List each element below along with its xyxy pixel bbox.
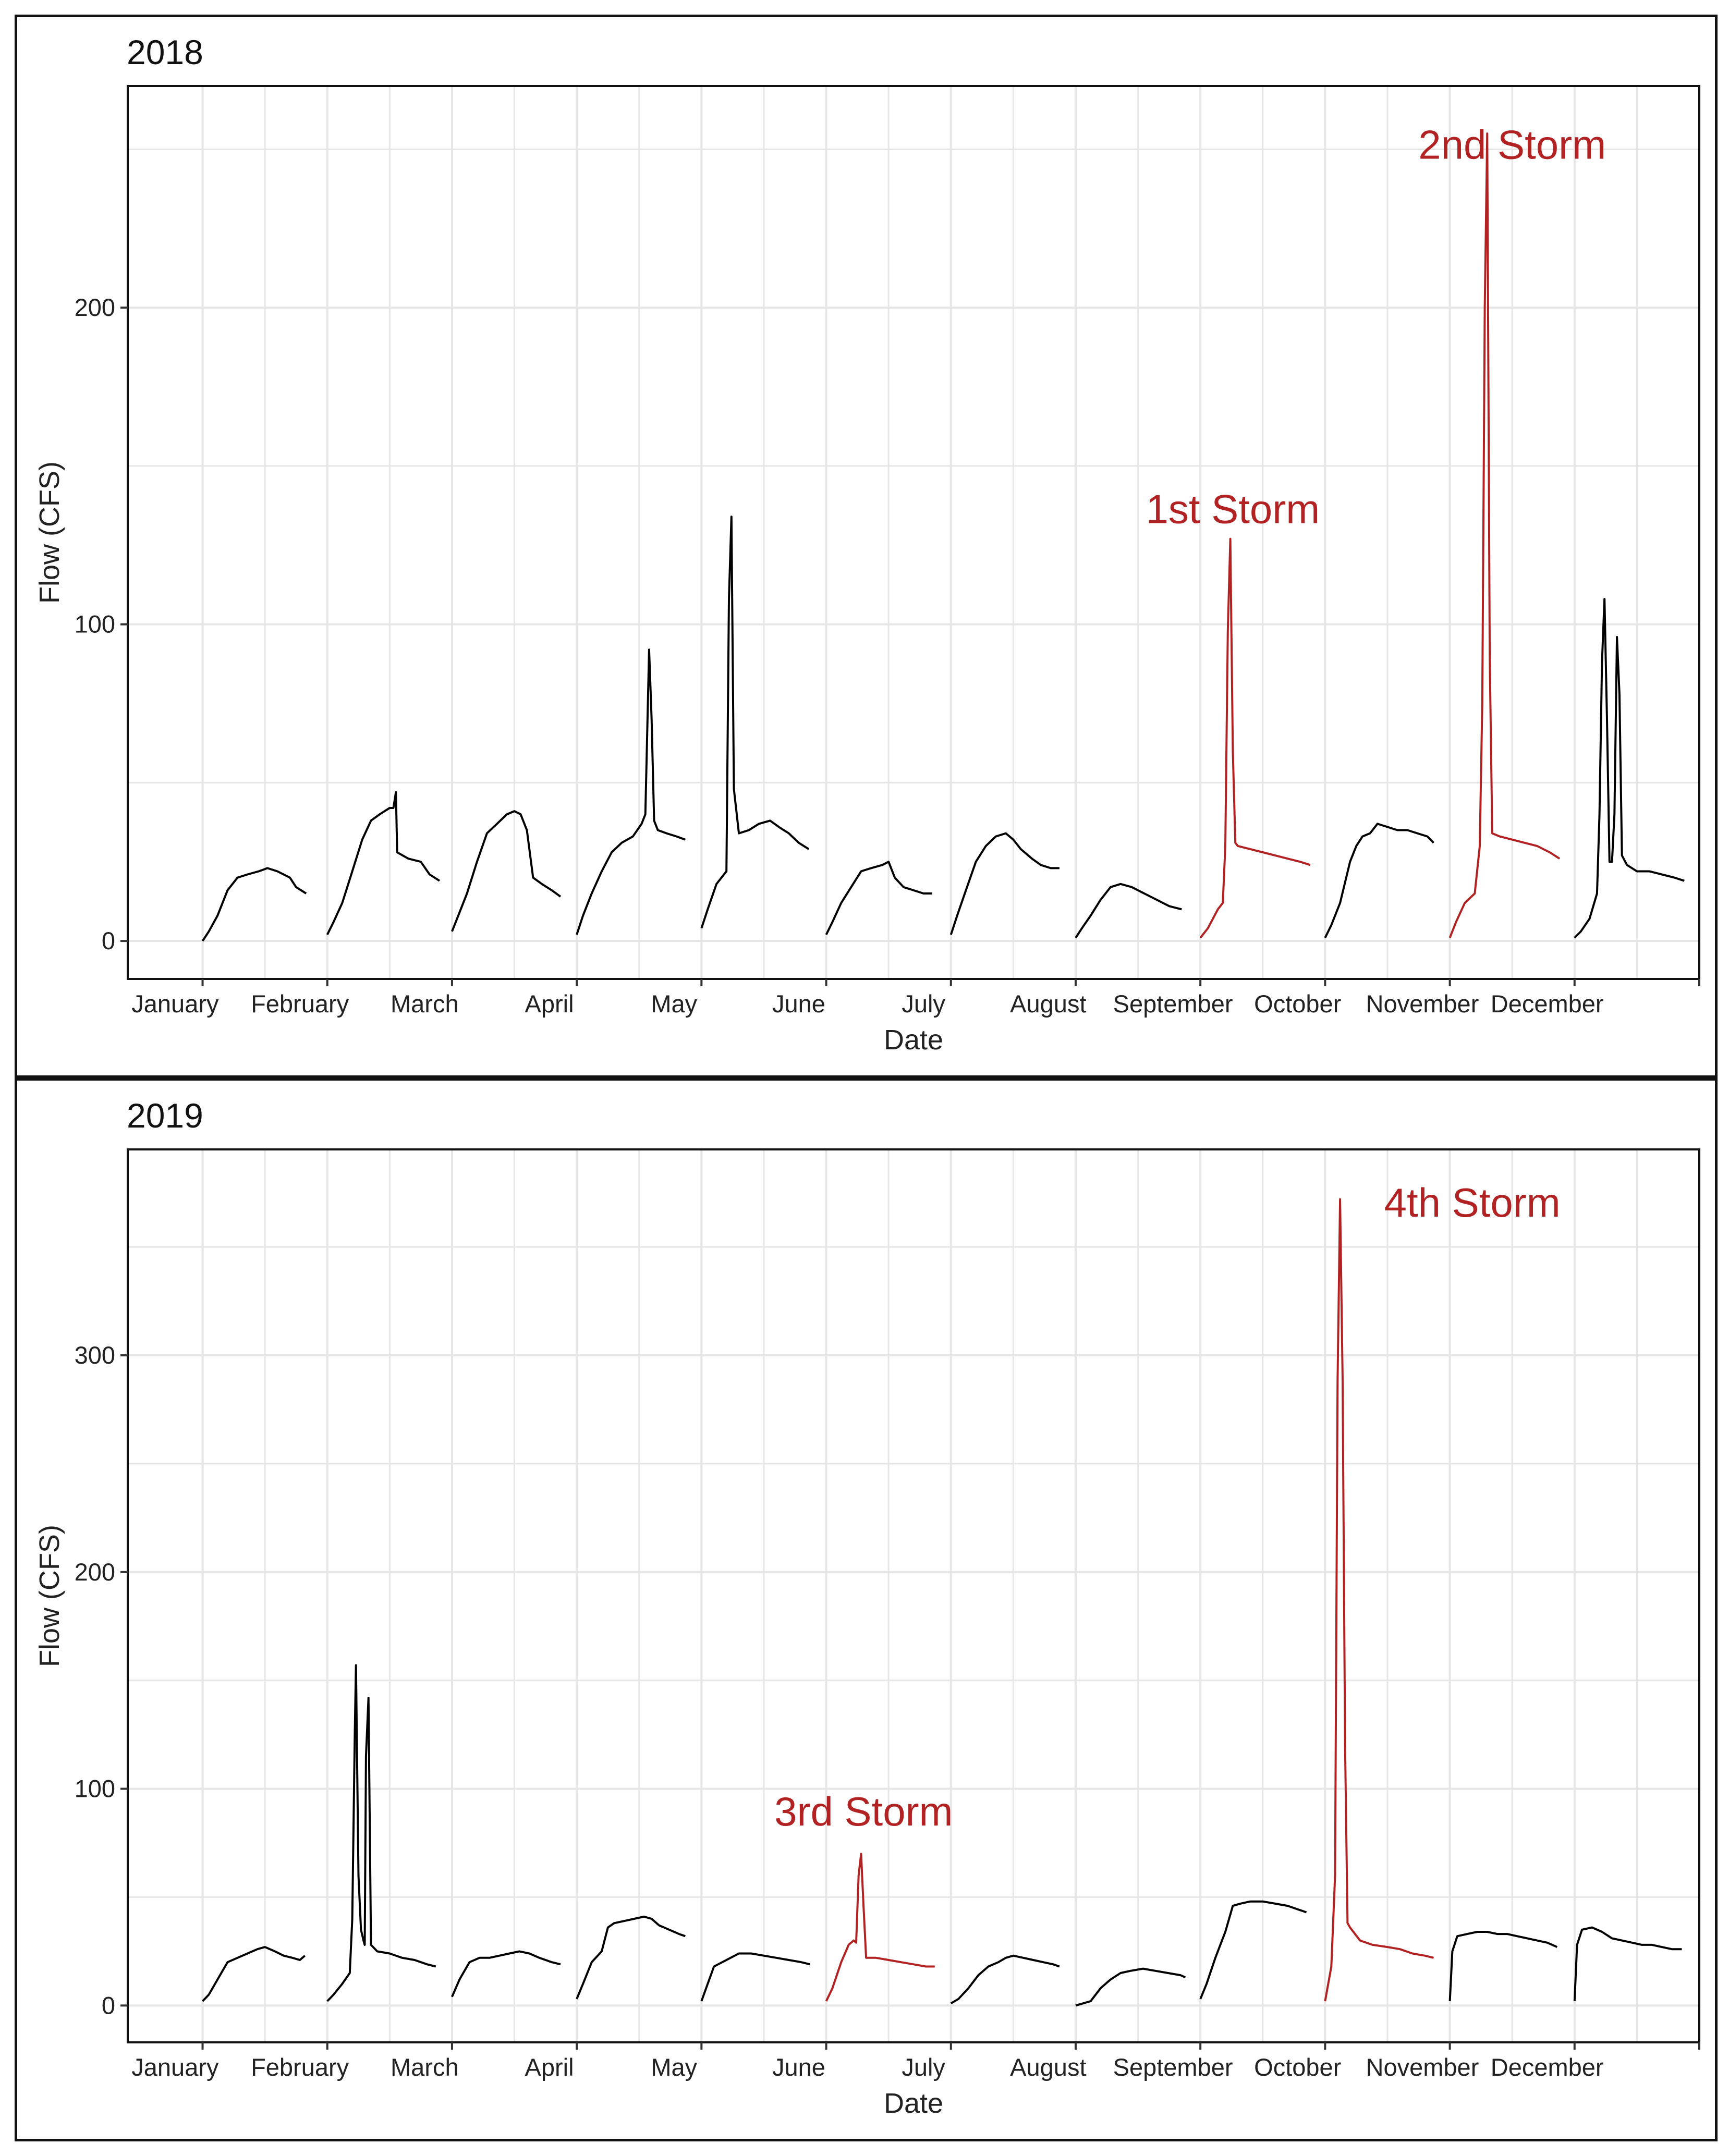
series-line-april — [576, 648, 686, 935]
panel-title: 2018 — [127, 33, 203, 71]
series-line-january — [202, 1946, 306, 2002]
series-group — [201, 132, 1685, 942]
series-line-august — [1075, 883, 1182, 939]
x-tick-label: June — [772, 990, 825, 1018]
storm-annotation: 2nd Storm — [1418, 122, 1606, 168]
chart-2019: 0 100 200 300 January February March April May Ju… — [34, 1096, 1700, 2119]
x-axis-label: Date — [884, 2088, 943, 2119]
series-line-november — [1448, 132, 1561, 938]
series-line-october — [1324, 823, 1434, 938]
x-tick-label: May — [651, 990, 697, 1018]
series-line-may — [700, 516, 810, 929]
x-tick-label: June — [772, 2053, 825, 2081]
x-tick-label: August — [1010, 2053, 1086, 2081]
x-tick-label: May — [651, 2053, 697, 2081]
x-axis-label: Date — [884, 1024, 943, 1056]
x-tick-label: July — [902, 990, 945, 1018]
series-line-march — [451, 1950, 561, 1998]
y-tick-label: 100 — [75, 1775, 115, 1803]
y-tick-label: 300 — [75, 1341, 115, 1369]
x-tick-label: January — [131, 990, 219, 1018]
y-tick-label: 200 — [75, 293, 115, 321]
series-line-march — [451, 810, 562, 932]
x-tick-label: July — [902, 2053, 945, 2081]
series-line-february — [326, 791, 441, 935]
x-tick-label: November — [1366, 990, 1479, 1018]
x-tick-label: November — [1366, 2053, 1479, 2081]
plot-border — [127, 1148, 1700, 2043]
x-tick-label: April — [525, 990, 574, 1018]
panel-title: 2019 — [127, 1096, 203, 1135]
series-line-november — [1448, 1931, 1558, 2002]
y-tick-label: 100 — [75, 610, 115, 638]
x-tick-label: March — [391, 990, 459, 1018]
x-tick-label: October — [1254, 990, 1341, 1018]
gridlines — [128, 1149, 1700, 2042]
x-tick-label: October — [1254, 2053, 1341, 2081]
storm-annotation: 4th Storm — [1384, 1180, 1561, 1226]
y-axis-label: Flow (CFS) — [34, 461, 65, 604]
panel-2018: 0 100 200 January February March April May June J… — [15, 15, 1718, 1078]
series-line-august — [1075, 1967, 1186, 2007]
x-tick-label: December — [1491, 990, 1604, 1018]
series-line-june — [825, 861, 932, 935]
series-line-january — [201, 867, 307, 942]
series-line-september — [1199, 1900, 1307, 2000]
y-tick-label: 200 — [75, 1558, 115, 1586]
series-line-december — [1573, 1926, 1682, 2002]
x-tick-label: September — [1113, 990, 1233, 1018]
x-tick-label: April — [525, 2053, 574, 2081]
series-line-july — [950, 1954, 1060, 2004]
y-axis-label: Flow (CFS) — [34, 1525, 65, 1667]
series-line-june — [825, 1853, 935, 2002]
plot-border — [127, 85, 1700, 980]
x-tick-label: February — [251, 2053, 349, 2081]
x-tick-label: December — [1491, 2053, 1604, 2081]
series-line-july — [949, 832, 1060, 935]
series-line-october — [1324, 1198, 1434, 2002]
series-line-december — [1574, 598, 1685, 939]
x-tick-label: February — [251, 990, 349, 1018]
series-line-april — [576, 1915, 686, 2000]
series-line-may — [700, 1952, 810, 2002]
storm-annotation: 1st Storm — [1146, 486, 1320, 532]
storm-annotation: 3rd Storm — [774, 1788, 953, 1834]
y-tick-label: 0 — [102, 1991, 115, 2019]
x-tick-label: September — [1113, 2053, 1233, 2081]
y-tick-label: 0 — [102, 927, 115, 954]
series-line-february — [326, 1664, 436, 2002]
series-group — [202, 1198, 1682, 2007]
x-tick-label: March — [391, 2053, 459, 2081]
x-tick-label: January — [131, 2053, 219, 2081]
x-tick-label: August — [1010, 990, 1086, 1018]
panel-2019: 0 100 200 300 January February March April May Ju… — [15, 1078, 1718, 2141]
chart-2018: 0 100 200 January February March April May June J… — [34, 33, 1700, 1056]
gridlines — [128, 86, 1700, 979]
series-line-september — [1199, 537, 1311, 939]
